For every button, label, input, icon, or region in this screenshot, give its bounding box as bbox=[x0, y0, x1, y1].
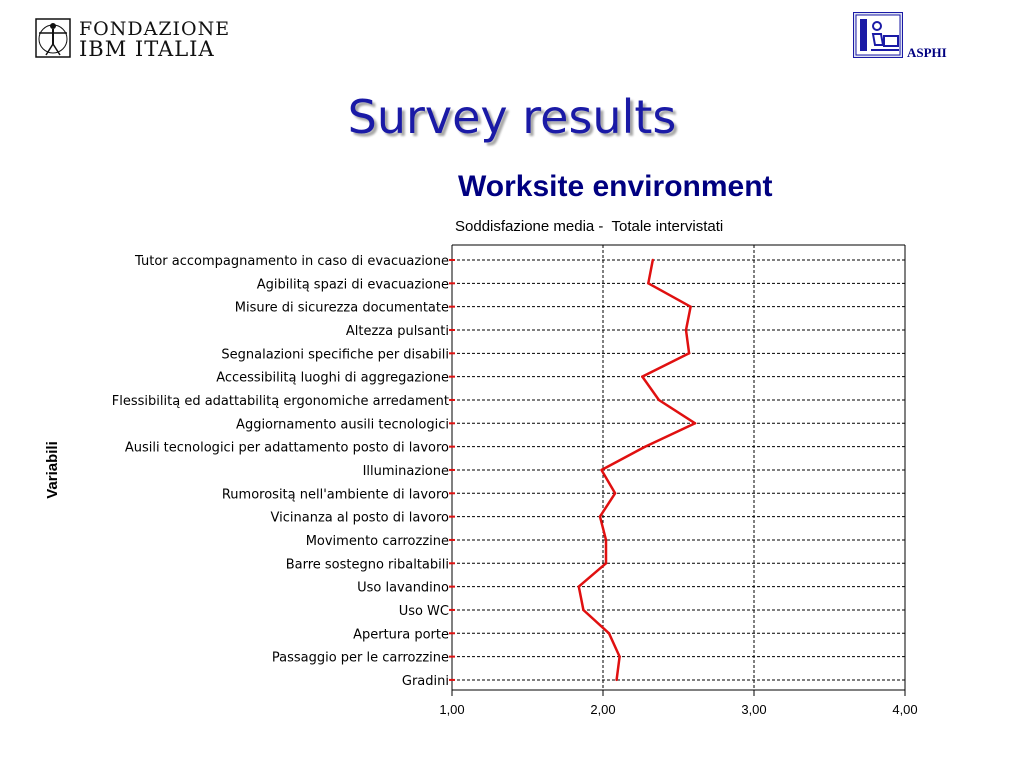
data-point bbox=[651, 258, 655, 262]
series bbox=[577, 258, 697, 682]
category-label: Movimento carrozzine bbox=[306, 534, 449, 549]
category-label: Ausili tecnologici per adattamento posto… bbox=[125, 441, 449, 456]
category-label: Vicinanza al posto di lavoro bbox=[271, 511, 449, 526]
data-point bbox=[598, 515, 602, 518]
category-label: Passaggio per le carrozzine bbox=[272, 651, 449, 666]
asphi-logo-text: ASPHI bbox=[907, 45, 947, 60]
logo-text-line1: FONDAZIONE bbox=[79, 18, 231, 40]
data-point bbox=[689, 305, 692, 308]
category-label: Tutor accompagnamento in caso di evacuaz… bbox=[134, 254, 449, 269]
data-point bbox=[684, 328, 688, 332]
x-tick-label: 4,00 bbox=[892, 702, 917, 717]
logo-text-line2: IBM ITALIA bbox=[79, 37, 215, 61]
category-label: Altezza pulsanti bbox=[346, 324, 449, 339]
category-label: Illuminazione bbox=[363, 464, 449, 479]
data-point bbox=[600, 468, 603, 472]
category-labels: Tutor accompagnamento in caso di evacuaz… bbox=[112, 254, 449, 689]
category-label: Aggiornamento ausili tecnologici bbox=[236, 417, 449, 432]
data-point bbox=[657, 398, 661, 402]
x-tick-labels: 1,00 2,00 3,00 4,00 bbox=[439, 702, 917, 717]
category-label: Gradini bbox=[402, 674, 449, 689]
x-tick-label: 1,00 bbox=[439, 702, 464, 717]
data-point bbox=[693, 422, 697, 425]
category-label: Agibilitą spazi di evacuazione bbox=[257, 277, 449, 292]
grid bbox=[452, 245, 905, 690]
category-label: Accessibilitą luoghi di aggregazione bbox=[216, 371, 449, 386]
data-point bbox=[582, 608, 585, 612]
chart-title: Worksite environment bbox=[458, 170, 773, 203]
vitruvian-man-icon bbox=[35, 18, 71, 58]
category-label: Flessibilitą ed adattabilitą ergonomiche… bbox=[112, 394, 449, 409]
data-point bbox=[615, 678, 618, 682]
data-point bbox=[604, 562, 608, 565]
workstation-icon bbox=[853, 12, 903, 58]
data-point bbox=[577, 585, 581, 588]
category-label: Apertura porte bbox=[353, 627, 449, 642]
category-label: Segnalazioni specifiche per disabili bbox=[221, 347, 449, 362]
chart-subtitle: Soddisfazione media - Totale intervistat… bbox=[455, 218, 724, 235]
x-tick-label: 2,00 bbox=[590, 702, 615, 717]
x-tick-label: 3,00 bbox=[741, 702, 766, 717]
data-point bbox=[641, 375, 644, 378]
data-point bbox=[607, 632, 611, 635]
category-label: Rumorositą nell'ambiente di lavoro bbox=[222, 487, 449, 502]
category-label: Barre sostegno ribaltabili bbox=[286, 557, 449, 572]
category-label: Misure di sicurezza documentate bbox=[235, 301, 449, 316]
data-point bbox=[604, 538, 608, 542]
data-point bbox=[644, 445, 647, 448]
data-point bbox=[687, 352, 691, 355]
category-label: Uso WC bbox=[399, 604, 449, 619]
y-axis-label: Variabili bbox=[44, 441, 61, 499]
data-point bbox=[618, 655, 621, 658]
data-point bbox=[613, 492, 617, 495]
page-title: Survey results bbox=[347, 90, 677, 144]
fondazione-ibm-logo: FONDAZIONE IBM ITALIA bbox=[35, 18, 229, 62]
chart-axes bbox=[449, 244, 906, 696]
category-label: Uso lavandino bbox=[357, 581, 449, 596]
data-point bbox=[647, 282, 650, 285]
